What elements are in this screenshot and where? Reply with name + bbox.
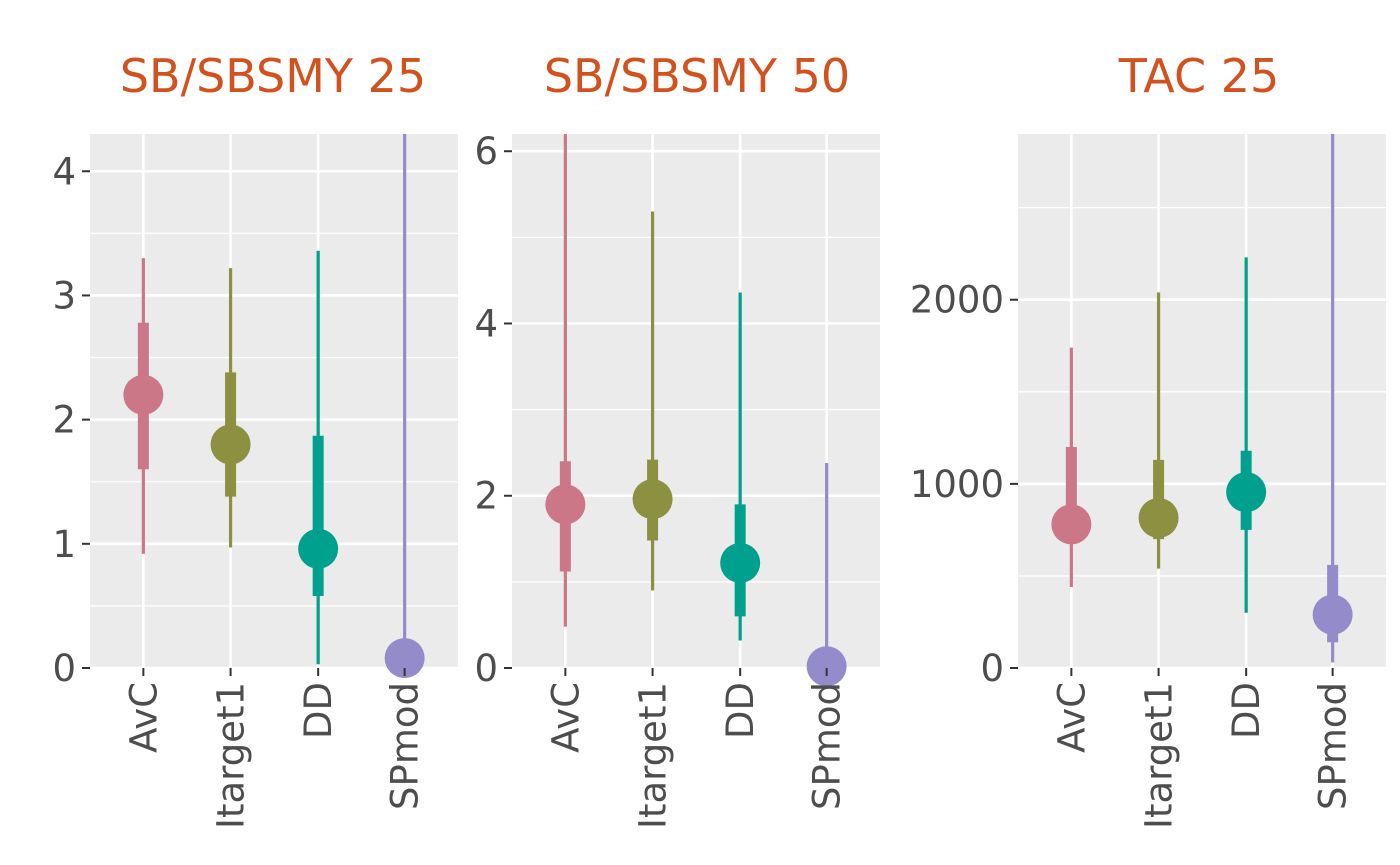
y-tick-label: 1 (52, 523, 76, 566)
panel-title: TAC 25 (1118, 49, 1279, 103)
y-tick-label: 2000 (910, 279, 1004, 322)
y-tick-label: 2 (474, 475, 498, 518)
median-point-itarget1 (210, 424, 251, 465)
median-point-spmod (806, 646, 847, 687)
y-tick-label: 3 (52, 274, 76, 317)
x-category-label: DD (719, 682, 762, 739)
x-category-label: AvC (1050, 682, 1093, 753)
median-point-avc (1051, 504, 1092, 545)
median-point-spmod (1312, 594, 1353, 635)
x-category-label: Itarget1 (1138, 682, 1181, 829)
median-point-dd (720, 542, 761, 583)
x-category-label: SPmod (806, 682, 849, 810)
x-category-label: DD (1225, 682, 1268, 739)
panel-background (512, 134, 880, 668)
y-tick-label: 0 (980, 647, 1004, 690)
x-category-label: SPmod (1312, 682, 1355, 810)
y-tick-label: 6 (474, 130, 498, 173)
y-tick-label: 1000 (910, 463, 1004, 506)
median-point-itarget1 (632, 479, 673, 520)
y-tick-label: 4 (52, 150, 76, 193)
y-tick-label: 4 (474, 302, 498, 345)
x-category-label: DD (297, 682, 340, 739)
median-point-itarget1 (1138, 497, 1179, 538)
x-category-label: AvC (544, 682, 587, 753)
median-point-dd (298, 528, 339, 569)
median-point-avc (545, 484, 586, 525)
panel-background (1018, 134, 1386, 668)
x-category-label: AvC (122, 682, 165, 753)
x-category-label: Itarget1 (632, 682, 675, 829)
median-point-avc (123, 374, 164, 415)
median-point-spmod (384, 638, 425, 679)
y-tick-label: 0 (474, 647, 498, 690)
x-category-label: Itarget1 (210, 682, 253, 829)
y-tick-label: 0 (52, 647, 76, 690)
median-point-dd (1226, 472, 1267, 513)
y-tick-label: 2 (52, 399, 76, 442)
panel-title: SB/SBSMY 25 (120, 49, 426, 103)
panel-title: SB/SBSMY 50 (544, 49, 850, 103)
x-category-label: SPmod (384, 682, 427, 810)
